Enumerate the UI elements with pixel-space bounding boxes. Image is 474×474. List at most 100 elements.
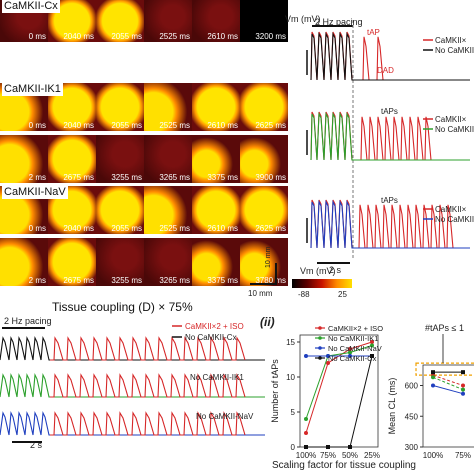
data-point bbox=[348, 354, 352, 358]
x-tick-label: 75% bbox=[455, 451, 471, 460]
legend-b1-black: No CaMKII bbox=[435, 46, 474, 55]
right-plot-frame bbox=[422, 364, 474, 448]
trace-no-camkii bbox=[310, 31, 470, 81]
trace-plot-c bbox=[0, 325, 265, 443]
tile-time-label: 2525 ms bbox=[159, 224, 190, 233]
tile-time-label: 3255 ms bbox=[111, 276, 142, 285]
tile-time-label: 3265 ms bbox=[159, 173, 190, 182]
colorbar bbox=[292, 279, 352, 288]
vm-map-tile: 3200 ms bbox=[240, 0, 288, 42]
legend-b2-green: No CaMKII bbox=[435, 125, 474, 134]
taps-annotation-2: tAPs bbox=[381, 107, 398, 116]
cell-label: cell bbox=[240, 54, 253, 63]
data-point bbox=[370, 343, 374, 348]
row-title-nav: CaMKII-NaV bbox=[2, 186, 68, 199]
colorbar-title: Vm (mV) bbox=[300, 266, 336, 276]
legend-d-label: CaMKII×2 + ISO bbox=[328, 324, 383, 333]
vm-map-tile: 2 ms bbox=[0, 238, 48, 286]
tile-time-label: 2675 ms bbox=[63, 173, 94, 182]
data-point bbox=[431, 375, 435, 380]
tile-time-label: 2040 ms bbox=[63, 224, 94, 233]
y-tick-label: 600 bbox=[405, 382, 419, 391]
legend-b3-blue: No CaMKII bbox=[435, 215, 474, 224]
tile-time-label: 2610 ms bbox=[207, 32, 238, 41]
trace-c-1 bbox=[0, 373, 265, 398]
tile-time-label: 2 ms bbox=[28, 173, 46, 182]
tile-time-label: 3255 ms bbox=[111, 173, 142, 182]
vm-map-tile: 3255 ms bbox=[96, 238, 144, 286]
vm-map-tile: 2525 ms bbox=[144, 83, 192, 131]
tile-time-label: 2625 ms bbox=[255, 224, 286, 233]
legend-b1-red: CaMKII× bbox=[435, 36, 467, 45]
y-tick-label: 10 bbox=[286, 373, 295, 382]
annotation-box bbox=[415, 362, 474, 376]
data-point bbox=[431, 383, 435, 388]
tile-time-label: 2055 ms bbox=[111, 224, 142, 233]
panel-c: Tissue coupling (D) × 75% 2 Hz pacing Ca… bbox=[0, 300, 270, 474]
tile-time-label: 2040 ms bbox=[63, 121, 94, 130]
y-tick-label: 15 bbox=[286, 338, 295, 347]
tile-time-label: 3900 ms bbox=[255, 173, 286, 182]
y-tick-label: 0 bbox=[291, 443, 296, 452]
taps-annotation-3: tAPs bbox=[381, 196, 398, 205]
data-point bbox=[348, 350, 352, 355]
legend-d-label: No CaMKII-Cx bbox=[328, 354, 377, 363]
series-line bbox=[305, 345, 373, 420]
vm-map-tile: 3375 ms bbox=[192, 238, 240, 286]
vm-map-tile: 3255 ms bbox=[96, 135, 144, 183]
vm-map-tile: 2525 ms bbox=[144, 186, 192, 234]
tile-time-label: 0 ms bbox=[28, 224, 46, 233]
tile-time-label: 2040 ms bbox=[63, 32, 94, 41]
summary-charts: 0 5 10 15 100% 75% 50% 25% Number of tAPs CaMKII×… bbox=[270, 323, 474, 460]
legend-d-marker bbox=[318, 356, 322, 360]
series-line bbox=[432, 385, 464, 395]
cell-marker: cell ⟶ bbox=[240, 54, 266, 63]
data-point bbox=[304, 354, 308, 358]
y-tick-label: 5 bbox=[291, 408, 296, 417]
vm-map-tile: 2610 ms bbox=[192, 83, 240, 131]
series-line bbox=[432, 374, 464, 386]
xlabel-d: Scaling factor for tissue coupling bbox=[272, 460, 416, 471]
tile-time-label: 2055 ms bbox=[111, 121, 142, 130]
data-point bbox=[326, 445, 330, 449]
tile-time-label: 2610 ms bbox=[207, 121, 238, 130]
tile-time-label: 2525 ms bbox=[159, 32, 190, 41]
vm-map-tile: 3265 ms bbox=[144, 238, 192, 286]
vm-map-tile: 2055 ms bbox=[96, 186, 144, 234]
legend-d-marker bbox=[318, 326, 322, 330]
data-point bbox=[461, 370, 465, 375]
time-scale-b: 2 s bbox=[329, 265, 342, 275]
tile-time-label: 3265 ms bbox=[159, 276, 190, 285]
series-line bbox=[306, 355, 373, 448]
legend-c-black: No CaMKII-Cx bbox=[185, 333, 237, 342]
panel-d-tag: (ii) bbox=[260, 315, 275, 329]
legend-b3-red: CaMKII× bbox=[435, 205, 467, 214]
vm-map-tile: 2625 ms bbox=[240, 186, 288, 234]
x-tick-label: 100% bbox=[296, 451, 316, 460]
vm-map-tile: 2675 ms bbox=[48, 238, 96, 286]
vm-map-tile: 3780 ms bbox=[240, 238, 288, 286]
trace-plot-b bbox=[306, 20, 470, 264]
trace-no-camkii bbox=[310, 199, 470, 249]
left-y-axis-label: Number of tAPs bbox=[270, 359, 280, 423]
time-scale-c: 2 s bbox=[30, 440, 43, 450]
data-point bbox=[304, 445, 308, 449]
vm-map-tile: 3900 ms bbox=[240, 135, 288, 183]
tile-time-label: 2055 ms bbox=[111, 32, 142, 41]
panel-a: 0 ms 2040 ms 2055 ms 2525 ms 2610 ms 3200 ms 0… bbox=[0, 0, 352, 300]
tile-time-label: 0 ms bbox=[28, 121, 46, 130]
legend-d-marker bbox=[318, 336, 322, 340]
vm-map-tile: 2625 ms bbox=[240, 83, 288, 131]
data-point bbox=[461, 387, 465, 392]
vm-map-tile: 2675 ms bbox=[48, 135, 96, 183]
right-plot-annotation: #tAPs ≤ 1 bbox=[425, 323, 464, 333]
x-tick-label: 50% bbox=[342, 451, 358, 460]
data-point bbox=[348, 445, 352, 449]
data-point bbox=[370, 354, 374, 358]
tile-time-label: 2610 ms bbox=[207, 224, 238, 233]
vm-map-tile: 2525 ms bbox=[144, 0, 192, 42]
scale-bar bbox=[275, 263, 277, 283]
tile-time-label: 3780 ms bbox=[255, 276, 286, 285]
data-point bbox=[304, 417, 308, 421]
data-point bbox=[326, 354, 330, 358]
